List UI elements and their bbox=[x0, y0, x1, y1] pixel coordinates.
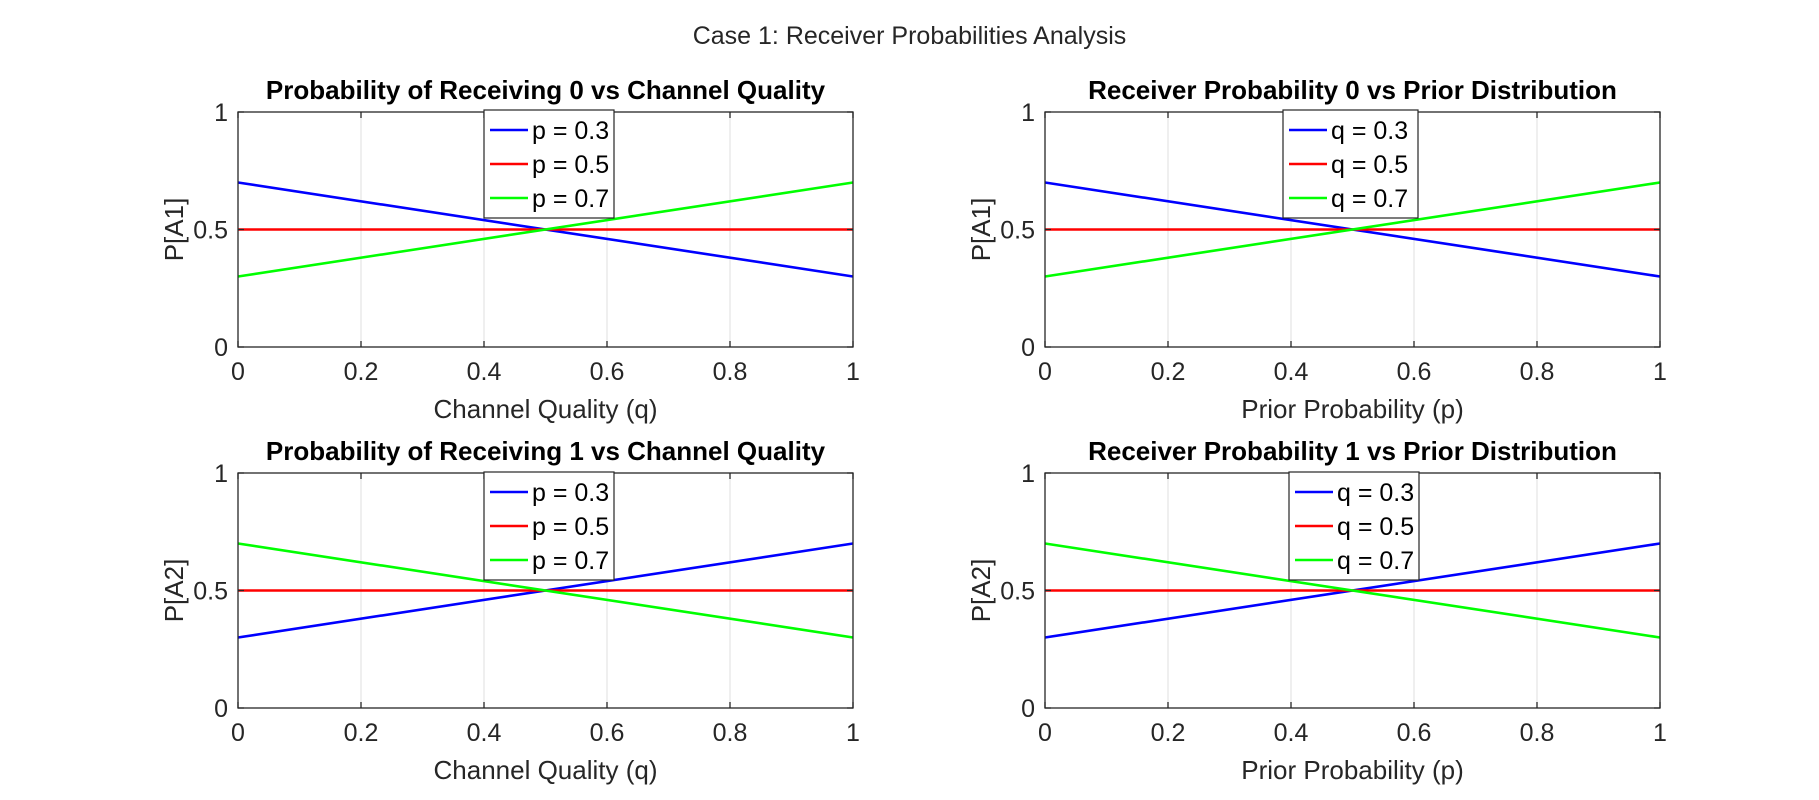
subplot-2: 0 0.2 0.4 0.6 0.8 1 0 0.5 1 Receiver Probability … bbox=[966, 75, 1667, 424]
subplot-title: Receiver Probability 1 vs Prior Distribu… bbox=[1088, 436, 1617, 466]
x-axis-label: Prior Probability (p) bbox=[1241, 755, 1464, 785]
x-tick-label: 0.2 bbox=[344, 719, 379, 747]
legend: p = 0.3 p = 0.5 p = 0.7 bbox=[483, 471, 615, 581]
y-tick-label: 0.5 bbox=[1000, 578, 1035, 606]
x-tick-label: 1 bbox=[846, 719, 860, 747]
y-tick-label: 1 bbox=[214, 99, 228, 127]
series-line-3 bbox=[237, 181, 854, 278]
x-tick-label: 0.6 bbox=[1397, 358, 1432, 386]
legend-entry-label: q = 0.3 bbox=[1331, 117, 1408, 145]
legend: p = 0.3 p = 0.5 p = 0.7 bbox=[483, 109, 615, 219]
x-tick-label: 0.4 bbox=[1274, 358, 1309, 386]
series-line-3 bbox=[1044, 181, 1661, 278]
y-tick-label: 1 bbox=[1021, 99, 1035, 127]
y-axis-label: P[A1] bbox=[159, 198, 189, 262]
x-tick-label: 0 bbox=[231, 358, 245, 386]
legend-entry-label: p = 0.7 bbox=[532, 185, 609, 213]
figure-title: Case 1: Receiver Probabilities Analysis bbox=[692, 22, 1127, 50]
y-tick-label: 0 bbox=[1021, 334, 1035, 362]
legend-entry-label: q = 0.7 bbox=[1331, 185, 1408, 213]
series-line-3 bbox=[237, 542, 854, 639]
legend-entry-label: p = 0.5 bbox=[532, 513, 609, 541]
x-tick-label: 0.6 bbox=[1397, 719, 1432, 747]
legend-entry-label: q = 0.3 bbox=[1337, 479, 1414, 507]
x-tick-label: 0.8 bbox=[1520, 358, 1555, 386]
y-tick-label: 0 bbox=[214, 334, 228, 362]
x-tick-label: 0.8 bbox=[713, 719, 748, 747]
x-tick-label: 0.2 bbox=[1151, 719, 1186, 747]
x-tick-label: 0.2 bbox=[1151, 358, 1186, 386]
x-tick-label: 0 bbox=[231, 719, 245, 747]
x-axis-label: Channel Quality (q) bbox=[434, 394, 658, 424]
legend-entry-label: p = 0.7 bbox=[532, 547, 609, 575]
x-axis-label: Channel Quality (q) bbox=[434, 755, 658, 785]
x-tick-label: 0.8 bbox=[1520, 719, 1555, 747]
y-tick-label: 0.5 bbox=[193, 578, 228, 606]
y-tick-label: 0 bbox=[214, 695, 228, 723]
y-tick-label: 1 bbox=[1021, 460, 1035, 488]
legend-entry-label: p = 0.3 bbox=[532, 117, 609, 145]
subplot-title: Receiver Probability 0 vs Prior Distribu… bbox=[1088, 75, 1617, 105]
x-tick-label: 0.8 bbox=[713, 358, 748, 386]
x-tick-label: 0.4 bbox=[1274, 719, 1309, 747]
y-tick-label: 0.5 bbox=[1000, 217, 1035, 245]
subplot-title: Probability of Receiving 0 vs Channel Qu… bbox=[266, 75, 826, 105]
legend-entry-label: q = 0.5 bbox=[1331, 151, 1408, 179]
legend: q = 0.3 q = 0.5 q = 0.7 bbox=[1282, 109, 1419, 219]
legend-entry-label: q = 0.5 bbox=[1337, 513, 1414, 541]
y-axis-label: P[A1] bbox=[966, 198, 996, 262]
x-tick-label: 0.4 bbox=[467, 719, 502, 747]
y-axis-label: P[A2] bbox=[159, 559, 189, 623]
x-axis-label: Prior Probability (p) bbox=[1241, 394, 1464, 424]
legend: q = 0.3 q = 0.5 q = 0.7 bbox=[1288, 471, 1420, 581]
subplot-4: 0 0.2 0.4 0.6 0.8 1 0 0.5 1 Receiver Probability … bbox=[966, 436, 1667, 785]
x-tick-label: 1 bbox=[1653, 358, 1667, 386]
x-tick-label: 0.6 bbox=[590, 358, 625, 386]
x-tick-label: 0 bbox=[1038, 358, 1052, 386]
subplot-3: 0 0.2 0.4 0.6 0.8 1 0 0.5 1 Probability of Receiv… bbox=[159, 436, 860, 785]
x-tick-label: 0 bbox=[1038, 719, 1052, 747]
legend-entry-label: q = 0.7 bbox=[1337, 547, 1414, 575]
legend-entry-label: p = 0.3 bbox=[532, 479, 609, 507]
y-tick-label: 0.5 bbox=[193, 217, 228, 245]
y-tick-label: 0 bbox=[1021, 695, 1035, 723]
series-line-3 bbox=[1044, 542, 1661, 639]
x-tick-label: 1 bbox=[846, 358, 860, 386]
subplot-1: 0 0.2 0.4 0.6 0.8 1 0 0.5 1 Probability of Receiv… bbox=[159, 75, 860, 424]
legend-box bbox=[1288, 471, 1420, 581]
y-tick-label: 1 bbox=[214, 460, 228, 488]
x-tick-label: 0.2 bbox=[344, 358, 379, 386]
y-axis-label: P[A2] bbox=[966, 559, 996, 623]
x-tick-label: 0.6 bbox=[590, 719, 625, 747]
x-tick-label: 0.4 bbox=[467, 358, 502, 386]
x-tick-label: 1 bbox=[1653, 719, 1667, 747]
legend-entry-label: p = 0.5 bbox=[532, 151, 609, 179]
subplot-title: Probability of Receiving 1 vs Channel Qu… bbox=[266, 436, 826, 466]
